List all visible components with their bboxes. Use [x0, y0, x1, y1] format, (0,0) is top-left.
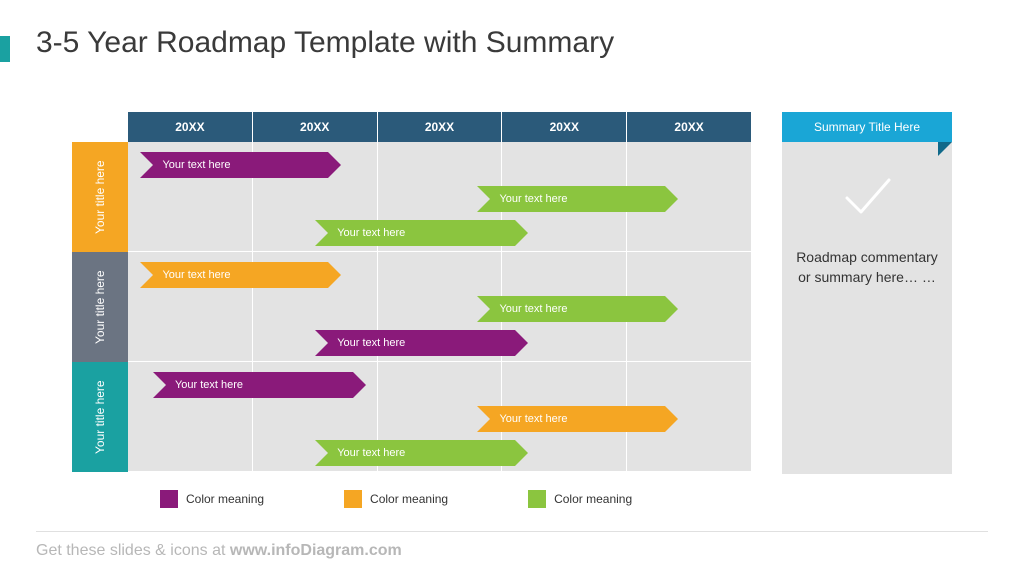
swimlanes: Your title hereYour text hereYour text h…	[72, 142, 752, 472]
legend-swatch	[344, 490, 362, 508]
legend-item: Color meaning	[160, 490, 264, 508]
summary-fold	[938, 142, 952, 156]
year-header-cell: 20XX	[502, 112, 627, 142]
roadmap-chart: 20XX20XX20XX20XX20XX Your title hereYour…	[72, 112, 752, 472]
swimlane-grid: Your text here Your text here Your text he…	[128, 362, 752, 472]
summary-header: Summary Title Here	[782, 112, 952, 142]
summary-body: Roadmap commentary or summary here… …	[782, 142, 952, 311]
roadmap-bar: Your text here	[140, 152, 327, 178]
accent-stripe	[0, 36, 10, 62]
roadmap-bar: Your text here	[315, 330, 515, 356]
legend-label: Color meaning	[370, 492, 448, 506]
legend-label: Color meaning	[186, 492, 264, 506]
roadmap-bar: Your text here	[140, 262, 327, 288]
swimlane-label: Your title here	[72, 142, 128, 252]
roadmap-bar: Your text here	[153, 372, 353, 398]
year-header-cell: 20XX	[627, 112, 752, 142]
checkmark-icon	[837, 166, 897, 226]
roadmap-bar: Your text here	[315, 440, 515, 466]
swimlane: Your title hereYour text hereYour text h…	[72, 142, 752, 252]
summary-text: Roadmap commentary or summary here… …	[796, 248, 938, 287]
swimlane-grid: Your text here Your text here Your text he…	[128, 142, 752, 252]
roadmap-bar: Your text here	[477, 186, 664, 212]
swimlane-label: Your title here	[72, 362, 128, 472]
roadmap-bar: Your text here	[477, 406, 664, 432]
summary-panel: Summary Title Here Roadmap commentary or…	[782, 112, 952, 474]
footer-text: Get these slides & icons at www.infoDiag…	[36, 542, 402, 560]
footer-divider	[36, 531, 988, 532]
summary-title: Summary Title Here	[814, 120, 920, 134]
swimlane-label: Your title here	[72, 252, 128, 362]
year-header-cell: 20XX	[128, 112, 253, 142]
swimlane-grid: Your text here Your text here Your text he…	[128, 252, 752, 362]
legend-swatch	[528, 490, 546, 508]
roadmap-bar: Your text here	[315, 220, 515, 246]
roadmap-bar: Your text here	[477, 296, 664, 322]
page-title: 3-5 Year Roadmap Template with Summary	[36, 26, 614, 60]
swimlane: Your title hereYour text hereYour text h…	[72, 252, 752, 362]
footer-link: www.infoDiagram.com	[230, 542, 402, 559]
year-header-cell: 20XX	[253, 112, 378, 142]
year-header-cell: 20XX	[378, 112, 503, 142]
legend: Color meaning Color meaning Color meaning	[160, 490, 632, 508]
legend-label: Color meaning	[554, 492, 632, 506]
year-header-row: 20XX20XX20XX20XX20XX	[128, 112, 752, 142]
legend-swatch	[160, 490, 178, 508]
legend-item: Color meaning	[528, 490, 632, 508]
swimlane: Your title hereYour text hereYour text h…	[72, 362, 752, 472]
legend-item: Color meaning	[344, 490, 448, 508]
footer-prefix: Get these slides & icons at	[36, 542, 230, 559]
